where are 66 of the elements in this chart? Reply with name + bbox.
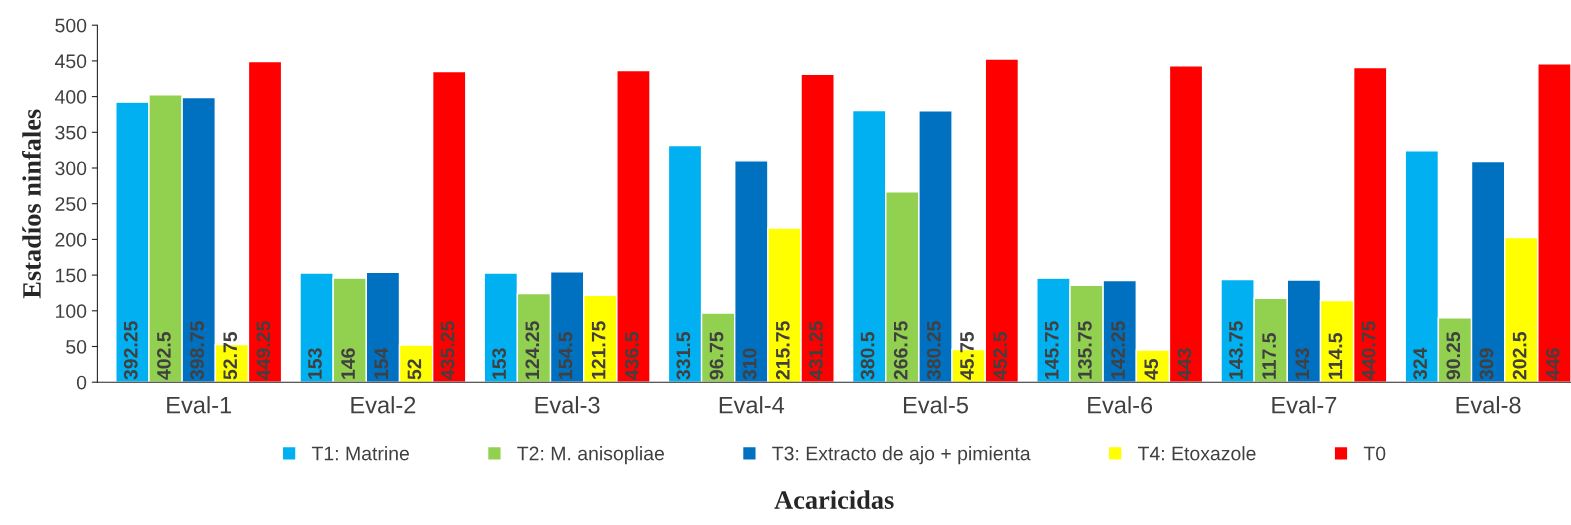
legend-label: T1: Matrine — [311, 446, 409, 461]
y-tick-label: 250 — [55, 197, 87, 211]
y-tick-label: 150 — [56, 268, 87, 283]
data-label: 402.5 — [157, 331, 171, 380]
data-label: 436.5 — [624, 331, 639, 380]
x-tick-label: Eval-8 — [1456, 396, 1521, 414]
data-label: 446 — [1545, 348, 1560, 380]
legend-label: T4: Etoxazole — [1137, 446, 1256, 461]
data-label: 380.5 — [860, 331, 875, 380]
y-tick-label: 300 — [55, 161, 87, 176]
data-label: 143 — [1295, 348, 1310, 379]
data-label: 309 — [1479, 348, 1494, 380]
data-label: 45 — [1144, 358, 1159, 380]
data-label: 435.25 — [440, 321, 455, 380]
x-tick-label: Eval-7 — [1272, 396, 1337, 414]
data-label: 121.75 — [591, 321, 606, 379]
data-label: 440.75 — [1361, 321, 1376, 380]
x-tick-label: Eval-4 — [719, 396, 785, 414]
data-label: 331.5 — [676, 331, 691, 380]
data-label: 142.25 — [1111, 321, 1125, 379]
data-label: 215.75 — [775, 321, 790, 380]
data-label: 52.75 — [223, 331, 238, 380]
data-label: 380.25 — [926, 321, 941, 380]
data-label: 443 — [1177, 348, 1192, 380]
x-tick-label: Eval-5 — [903, 396, 968, 414]
data-label: 143.75 — [1229, 321, 1243, 379]
y-tick-label: 100 — [56, 304, 87, 319]
data-label: 124.25 — [525, 321, 540, 379]
data-label: 452.5 — [993, 331, 1008, 380]
y-tick-label: 50 — [66, 339, 87, 354]
data-label: 45.75 — [960, 331, 974, 380]
data-label: 324 — [1413, 347, 1428, 380]
data-label: 449.25 — [256, 321, 271, 380]
data-label: 146 — [341, 348, 355, 379]
data-label: 431.25 — [809, 321, 823, 380]
legend-label: T0 — [1363, 446, 1386, 461]
data-label: 310 — [742, 348, 757, 380]
data-label: 398.75 — [190, 321, 204, 380]
x-tick-label: Eval-6 — [1088, 396, 1153, 414]
data-label: 117.5 — [1262, 333, 1276, 379]
data-label: 392.25 — [123, 321, 138, 380]
y-tick-label: 0 — [76, 375, 87, 390]
x-tick-label: Eval-2 — [351, 396, 416, 414]
legend-label: T3: Extracto de ajo + pimienta — [772, 446, 1031, 465]
y-tick-label: 450 — [54, 54, 87, 69]
data-label: 154.5 — [558, 331, 573, 379]
x-tick-label: Eval-1 — [167, 396, 232, 414]
data-label: 90.25 — [1446, 331, 1461, 380]
y-axis-title: Estadíos ninfales — [22, 109, 41, 299]
data-label: 154 — [374, 347, 389, 379]
data-label: 153 — [492, 348, 507, 379]
y-tick-label: 400 — [54, 90, 87, 104]
data-label: 135.75 — [1078, 321, 1092, 379]
data-label: 114.5 — [1328, 333, 1343, 379]
legend-label: T2: M. anisopliae — [517, 446, 664, 465]
data-label: 145.75 — [1045, 321, 1059, 379]
data-label: 202.5 — [1512, 331, 1527, 380]
y-tick-label: 200 — [55, 232, 87, 247]
data-label: 52 — [407, 359, 422, 380]
y-tick-label: 350 — [55, 125, 87, 140]
x-tick-label: Eval-3 — [535, 396, 600, 414]
data-label: 266.75 — [893, 321, 908, 380]
data-label: 153 — [308, 348, 322, 379]
data-label: 96.75 — [709, 331, 724, 380]
x-axis-title: Acaricidas — [774, 490, 894, 509]
y-tick-label: 500 — [55, 18, 87, 33]
